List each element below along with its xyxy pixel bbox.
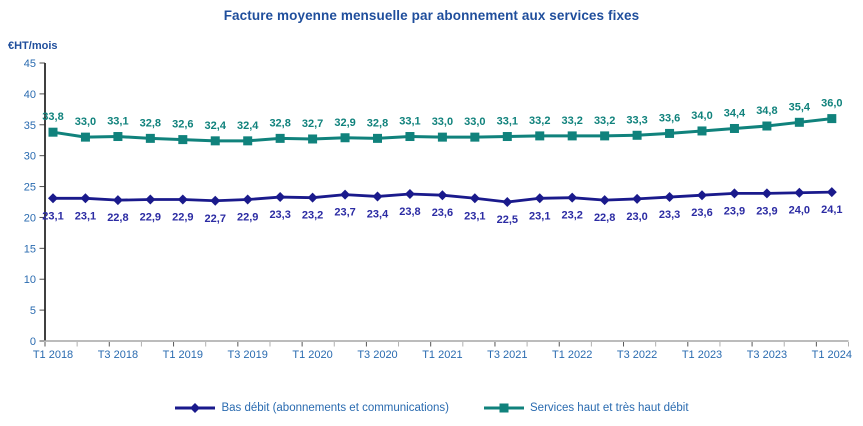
svg-text:24,1: 24,1: [821, 204, 842, 216]
svg-text:32,8: 32,8: [140, 117, 161, 129]
svg-text:35: 35: [24, 120, 36, 132]
svg-text:23,2: 23,2: [561, 210, 582, 222]
svg-text:33,8: 33,8: [42, 111, 63, 123]
bas-debit-line-diamond-icon: [174, 402, 216, 414]
svg-text:32,8: 32,8: [367, 117, 388, 129]
svg-text:23,6: 23,6: [432, 207, 453, 219]
legend-label-bas-debit: Bas débit (abonnements et communications…: [221, 402, 450, 414]
svg-text:T1 2021: T1 2021: [422, 349, 462, 361]
svg-text:33,0: 33,0: [464, 116, 485, 128]
svg-text:24,0: 24,0: [789, 205, 810, 217]
legend-item-haut-debit: Services haut et très haut débit: [483, 402, 689, 414]
svg-text:32,6: 32,6: [172, 119, 193, 131]
svg-text:33,0: 33,0: [432, 116, 453, 128]
svg-text:22,9: 22,9: [237, 212, 258, 224]
svg-text:T1 2023: T1 2023: [682, 349, 722, 361]
svg-text:10: 10: [24, 274, 36, 286]
legend: Bas débit (abonnements et communications…: [0, 402, 863, 414]
svg-text:34,8: 34,8: [756, 105, 777, 117]
legend-label-haut-debit: Services haut et très haut débit: [530, 402, 689, 414]
svg-text:T1 2024: T1 2024: [812, 349, 852, 361]
svg-text:23,3: 23,3: [269, 209, 290, 221]
svg-text:32,4: 32,4: [205, 120, 227, 132]
svg-text:5: 5: [30, 305, 36, 317]
svg-text:T1 2018: T1 2018: [33, 349, 73, 361]
svg-text:22,8: 22,8: [594, 212, 615, 224]
svg-text:23,8: 23,8: [399, 206, 420, 218]
svg-text:22,8: 22,8: [107, 212, 128, 224]
svg-text:33,2: 33,2: [594, 115, 615, 127]
svg-text:33,1: 33,1: [497, 116, 518, 128]
svg-text:34,0: 34,0: [691, 110, 712, 122]
svg-text:23,2: 23,2: [302, 210, 323, 222]
svg-text:22,5: 22,5: [497, 214, 518, 226]
svg-text:T3 2023: T3 2023: [747, 349, 787, 361]
svg-text:23,3: 23,3: [659, 209, 680, 221]
svg-text:40: 40: [24, 89, 36, 101]
svg-text:23,1: 23,1: [42, 210, 63, 222]
svg-text:T3 2022: T3 2022: [617, 349, 657, 361]
svg-text:20: 20: [24, 212, 36, 224]
svg-text:32,7: 32,7: [302, 118, 323, 130]
svg-text:T3 2018: T3 2018: [98, 349, 138, 361]
haut-debit-line-square-icon: [483, 402, 525, 414]
svg-text:23,1: 23,1: [75, 210, 96, 222]
svg-text:34,4: 34,4: [724, 107, 746, 119]
svg-text:33,1: 33,1: [399, 116, 420, 128]
svg-text:33,0: 33,0: [75, 116, 96, 128]
svg-text:33,1: 33,1: [107, 116, 128, 128]
svg-text:T3 2021: T3 2021: [487, 349, 527, 361]
svg-text:22,9: 22,9: [140, 212, 161, 224]
svg-text:23,1: 23,1: [529, 210, 550, 222]
svg-text:0: 0: [30, 336, 36, 348]
svg-text:22,9: 22,9: [172, 212, 193, 224]
svg-text:T1 2020: T1 2020: [292, 349, 332, 361]
svg-text:25: 25: [24, 182, 36, 194]
svg-text:23,0: 23,0: [626, 211, 647, 223]
svg-text:35,4: 35,4: [789, 101, 811, 113]
svg-text:T1 2019: T1 2019: [163, 349, 203, 361]
svg-text:T1 2022: T1 2022: [552, 349, 592, 361]
svg-text:36,0: 36,0: [821, 98, 842, 110]
svg-text:32,9: 32,9: [334, 117, 355, 129]
svg-text:33,6: 33,6: [659, 112, 680, 124]
svg-text:33,2: 33,2: [529, 115, 550, 127]
y-axis-unit-label: €HT/mois: [8, 40, 58, 52]
svg-text:15: 15: [24, 243, 36, 255]
svg-text:23,4: 23,4: [367, 208, 389, 220]
svg-text:23,6: 23,6: [691, 207, 712, 219]
svg-text:23,7: 23,7: [334, 207, 355, 219]
svg-text:32,4: 32,4: [237, 120, 259, 132]
svg-text:45: 45: [24, 58, 36, 70]
svg-text:33,3: 33,3: [626, 114, 647, 126]
svg-text:22,7: 22,7: [205, 213, 226, 225]
svg-text:32,8: 32,8: [269, 117, 290, 129]
svg-text:23,9: 23,9: [724, 205, 745, 217]
svg-text:33,2: 33,2: [561, 115, 582, 127]
svg-text:T3 2019: T3 2019: [228, 349, 268, 361]
svg-text:30: 30: [24, 151, 36, 163]
svg-text:23,1: 23,1: [464, 210, 485, 222]
legend-item-bas-debit: Bas débit (abonnements et communications…: [174, 402, 449, 414]
chart-title: Facture moyenne mensuelle par abonnement…: [223, 8, 640, 23]
svg-text:23,9: 23,9: [756, 205, 777, 217]
svg-text:T3 2020: T3 2020: [357, 349, 397, 361]
